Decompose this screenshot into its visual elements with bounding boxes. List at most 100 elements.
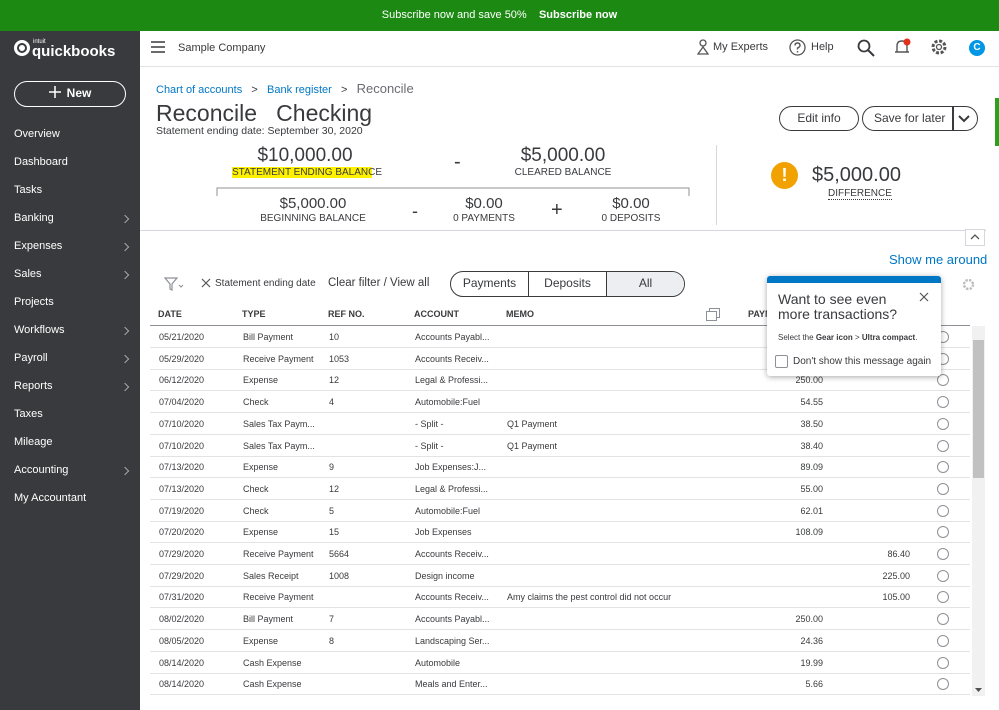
beginning-balance: $5,000.00 — [279, 195, 347, 212]
tip-checkbox-label: Don't show this message again — [793, 356, 932, 367]
expand-icon[interactable] — [706, 308, 720, 321]
nav-item[interactable]: Taxes — [14, 408, 43, 420]
nav-item[interactable]: Payroll — [14, 352, 48, 364]
summary-divider — [716, 145, 717, 225]
table-row[interactable]: 07/10/2020 Sales Tax Paym... - Split - Q1 P… — [150, 435, 970, 457]
clear-radio[interactable] — [937, 548, 949, 560]
nav-item[interactable]: Overview — [14, 128, 60, 140]
nav-item[interactable]: Dashboard — [14, 156, 68, 168]
clear-radio[interactable] — [937, 504, 949, 517]
side-accent — [995, 98, 999, 146]
tab[interactable]: All — [606, 272, 684, 296]
cell: 250.00 — [795, 375, 823, 386]
menu-icon[interactable] — [151, 41, 165, 53]
table-row[interactable]: 08/05/2020 Expense 8 Landscaping Ser... 24.3… — [150, 630, 970, 652]
tab[interactable]: Deposits — [528, 272, 606, 296]
table-row[interactable]: 08/02/2020 Bill Payment 7 Accounts Payabl..… — [150, 608, 970, 631]
cell: 12 — [329, 483, 340, 494]
cell: 105.00 — [882, 592, 910, 603]
clear-radio[interactable] — [937, 656, 949, 669]
edit-info-button[interactable]: Edit info — [779, 106, 859, 131]
clear-radio[interactable] — [937, 396, 949, 409]
table-settings-icon[interactable] — [962, 278, 975, 291]
clear-radio[interactable] — [937, 634, 949, 647]
cell: 10 — [329, 332, 340, 342]
cell: Job Expenses — [415, 527, 472, 538]
clear-radio[interactable] — [937, 461, 949, 474]
help-link[interactable]: Help — [811, 41, 834, 53]
hint-part: > — [852, 333, 862, 342]
nav-item[interactable]: My Accountant — [14, 492, 87, 504]
nav-item[interactable]: Reports — [14, 380, 53, 392]
table-row[interactable]: 07/13/2020 Expense 9 Job Expenses:J... 89.09 — [150, 456, 970, 479]
scroll-down[interactable] — [973, 686, 984, 694]
table-row[interactable]: 07/04/2020 Check 4 Automobile:Fuel 54.55 — [150, 391, 970, 414]
save-label: Save for later — [874, 111, 946, 125]
table-row[interactable]: 07/19/2020 Check 5 Automobile:Fuel 62.01 — [150, 500, 970, 522]
breadcrumb-link[interactable]: Chart of accounts — [156, 84, 243, 96]
cell: Q1 Payment — [507, 418, 558, 429]
nav-item[interactable]: Banking — [14, 212, 54, 224]
experts-link[interactable]: My Experts — [713, 41, 769, 53]
cell: 08/05/2020 — [159, 635, 205, 646]
warning-icon: ! — [771, 162, 798, 189]
clear-radio[interactable] — [937, 613, 949, 626]
cell: Cash Expense — [243, 657, 302, 668]
table-row[interactable]: 08/14/2020 Cash Expense Meals and Enter...… — [150, 673, 970, 696]
breadcrumb-link[interactable]: Bank register — [267, 84, 332, 96]
table-row[interactable]: 06/12/2020 Expense 12 Legal & Professi... 25… — [150, 369, 970, 392]
clear-radio[interactable] — [937, 569, 949, 582]
statement-balance-label: STATEMENT ENDING BALANCE — [232, 167, 383, 178]
table-row[interactable]: 08/14/2020 Cash Expense Automobile 19.99 — [150, 652, 970, 674]
filter-icon[interactable] — [164, 277, 184, 291]
clear-radio[interactable] — [937, 439, 949, 452]
tab[interactable]: Payments — [462, 276, 517, 290]
nav-item[interactable]: Projects — [14, 296, 54, 308]
nav-item[interactable]: Mileage — [14, 436, 53, 448]
promo-banner: Subscribe now and save 50% Subscribe now — [0, 0, 999, 31]
cell: 5 — [329, 505, 335, 516]
cell: 12 — [329, 375, 340, 386]
account-name: Checking — [276, 100, 373, 126]
show-me-around[interactable]: Show me around — [889, 252, 988, 267]
save-button[interactable]: Save for later — [862, 106, 978, 131]
avatar[interactable]: C — [969, 40, 985, 56]
cell: 08/14/2020 — [159, 679, 205, 690]
remove-filter-icon[interactable] — [201, 278, 211, 288]
nav-item[interactable]: Tasks — [14, 184, 43, 196]
clear-radio[interactable] — [937, 374, 949, 387]
save-dropdown[interactable] — [958, 115, 970, 123]
cell: 54.55 — [800, 397, 823, 408]
tip-close[interactable] — [919, 292, 929, 302]
clear-radio[interactable] — [937, 526, 949, 539]
cell: Expense — [243, 635, 279, 646]
table-row[interactable]: 07/31/2020 Receive Payment Accounts Receiv… — [150, 586, 970, 609]
brand-small: intuit — [33, 39, 46, 45]
table-row[interactable]: 07/13/2020 Check 12 Legal & Professi... 55.0… — [150, 478, 970, 500]
nav-item[interactable]: Expenses — [14, 240, 63, 252]
clear-radio[interactable] — [937, 591, 949, 604]
search-icon[interactable] — [857, 39, 875, 57]
tip-popup: Want to see even more transactions? Sele… — [767, 276, 941, 376]
scroll-thumb[interactable] — [973, 340, 984, 478]
cell: Expense — [243, 375, 279, 386]
table-row[interactable]: 07/20/2020 Expense 15 Job Expenses 108.09 — [150, 521, 970, 544]
subscribe-link[interactable]: Subscribe now — [538, 9, 618, 21]
settings-icon[interactable] — [930, 38, 948, 56]
save-split — [952, 107, 954, 130]
table-row[interactable]: 07/10/2020 Sales Tax Paym... - Split - Q1 P… — [150, 413, 970, 435]
nav-item[interactable]: Workflows — [14, 324, 65, 336]
clear-radio[interactable] — [937, 678, 949, 691]
new-button[interactable]: New — [14, 81, 126, 107]
nav-item[interactable]: Accounting — [14, 464, 69, 476]
clear-filter[interactable]: Clear filter / View all — [328, 277, 430, 289]
page-title: Reconcile Checking — [156, 100, 372, 127]
nav-item[interactable]: Sales — [14, 268, 42, 280]
table-row[interactable]: 07/29/2020 Sales Receipt 1008 Design income… — [150, 565, 970, 587]
tip-checkbox[interactable] — [775, 355, 788, 368]
table-row[interactable]: 07/29/2020 Receive Payment 5664 Accounts Re… — [150, 543, 970, 565]
clear-radio[interactable] — [937, 417, 949, 430]
notifications-icon[interactable] — [894, 38, 912, 57]
clear-radio[interactable] — [937, 482, 949, 495]
collapse-button[interactable] — [965, 229, 985, 246]
